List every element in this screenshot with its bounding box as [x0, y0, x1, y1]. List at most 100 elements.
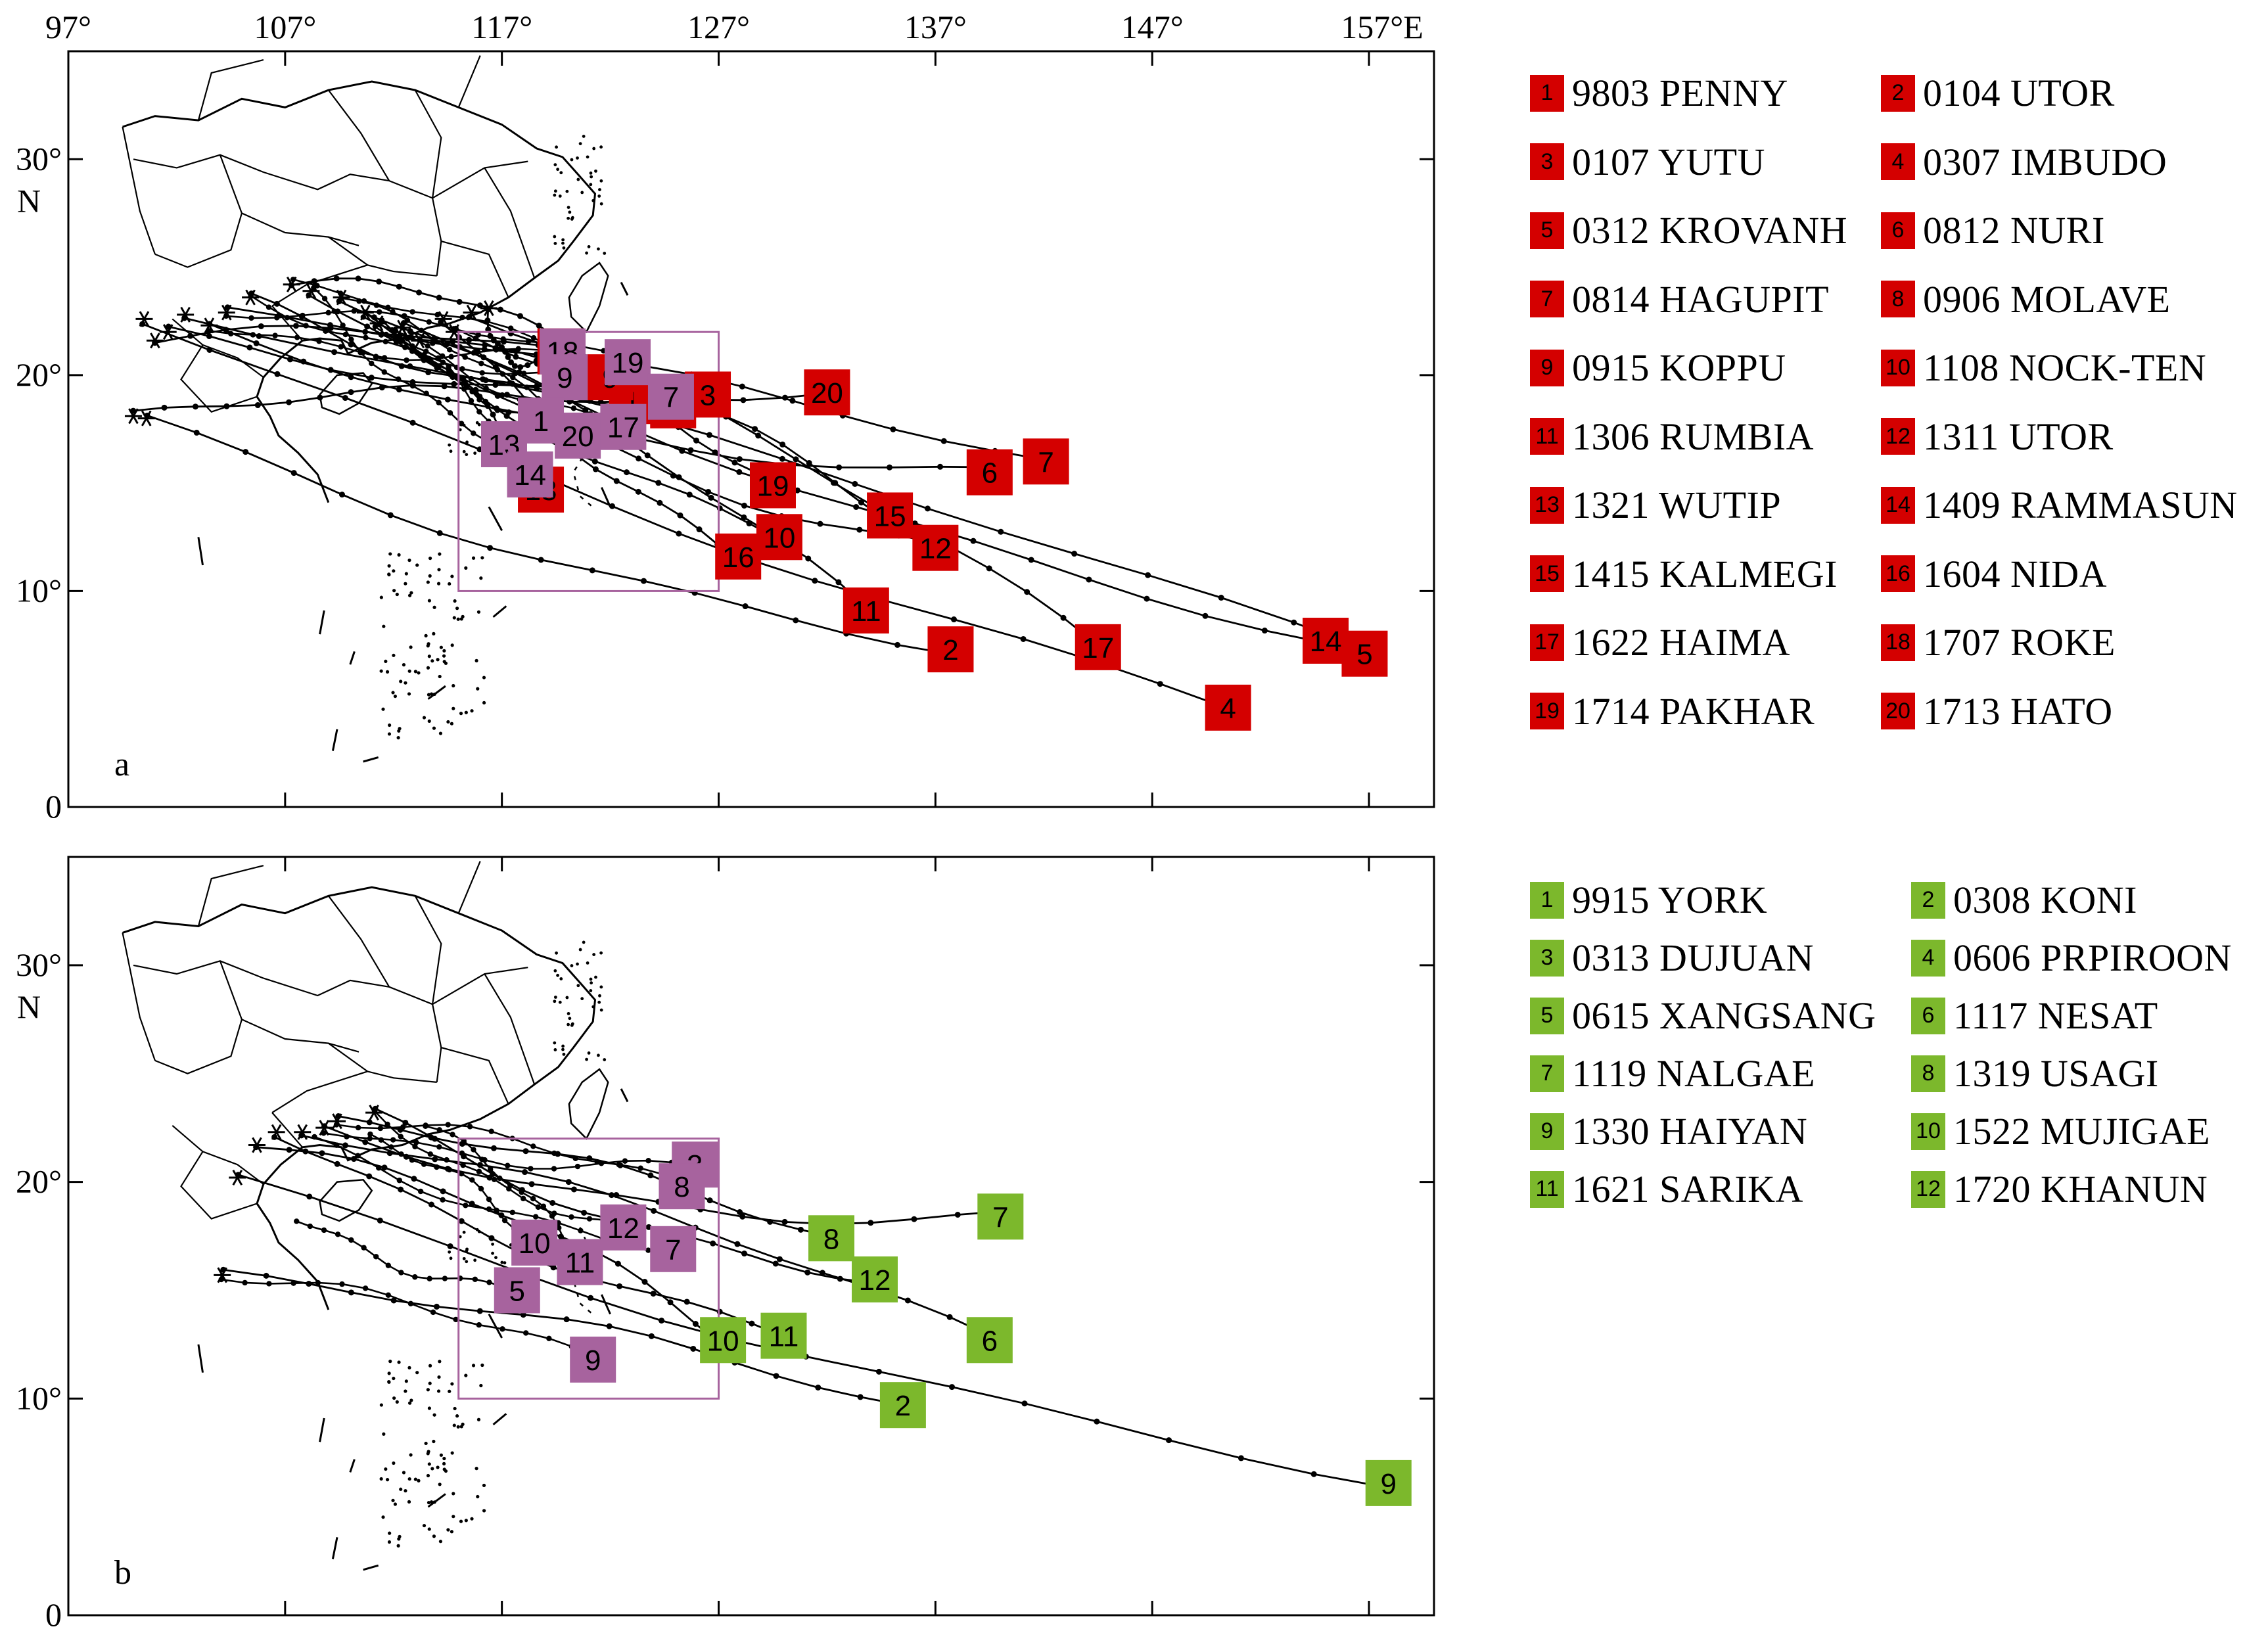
landfall-asterisk	[221, 304, 232, 321]
island-dot	[399, 679, 403, 683]
island-dot	[393, 1502, 398, 1506]
island-dot	[388, 1531, 392, 1535]
island-dot	[392, 589, 396, 593]
track-point	[1218, 595, 1224, 601]
y-tick-label: 10°	[16, 1379, 62, 1416]
track-point	[484, 319, 490, 325]
genesis-marker-label: 11	[851, 595, 881, 628]
island-dot	[597, 1000, 601, 1004]
island-dot	[553, 1048, 557, 1051]
track-point	[223, 313, 229, 319]
track-point	[696, 526, 703, 533]
study-box-marker	[659, 1163, 705, 1210]
island-dot	[426, 580, 430, 584]
track-point	[954, 1211, 961, 1218]
island-dot	[582, 135, 586, 138]
island-dot	[599, 1008, 603, 1012]
track-point	[273, 300, 280, 307]
track-point	[616, 1283, 623, 1289]
genesis-marker	[808, 1215, 855, 1262]
legend-label: 1311 UTOR	[1923, 415, 2114, 458]
track-point	[409, 382, 416, 389]
track-point	[459, 1170, 465, 1177]
genesis-marker-label: 14	[1310, 626, 1342, 658]
track-point	[1202, 612, 1209, 619]
track-point	[492, 382, 499, 388]
island-dot	[479, 1383, 483, 1388]
track-point	[556, 1225, 562, 1231]
legend-swatch: 6	[1911, 997, 1945, 1034]
study-box-marker	[570, 1336, 616, 1383]
track-point	[641, 1279, 648, 1285]
track-point	[381, 355, 388, 361]
track-point	[494, 367, 501, 373]
track-point	[433, 1303, 440, 1310]
track-point	[505, 409, 512, 415]
genesis-marker	[1341, 630, 1388, 677]
legend-label: 0606 PRPIROON	[1953, 936, 2232, 979]
landfall-asterisk	[141, 410, 152, 426]
track-point	[412, 1274, 418, 1280]
track-point	[447, 1243, 453, 1249]
legend-swatch: 18	[1881, 624, 1915, 661]
track-point	[382, 338, 388, 345]
island-dot	[591, 198, 595, 202]
track-point	[519, 1189, 524, 1195]
island-dot	[438, 552, 442, 556]
genesis-marker	[977, 1193, 1024, 1240]
track-point	[491, 1176, 498, 1183]
track-point	[739, 383, 745, 390]
landfall-asterisk	[466, 304, 477, 321]
track-point	[1166, 1437, 1172, 1444]
track-point	[300, 312, 306, 319]
boundary-dash	[331, 729, 338, 751]
track-point	[532, 1214, 539, 1220]
island-dot	[471, 556, 476, 560]
track-point	[487, 545, 494, 551]
island-dot	[479, 576, 483, 580]
legend-item: 1 9915 YORK	[1530, 878, 1767, 922]
track-point	[263, 1272, 269, 1279]
island-dot	[559, 171, 563, 175]
track-point	[450, 1132, 455, 1138]
island-dot	[580, 997, 584, 1001]
island-dot	[444, 1469, 448, 1473]
track-point	[486, 1196, 492, 1203]
island-dot	[587, 1051, 591, 1055]
track-point	[812, 578, 818, 584]
island-dot	[387, 564, 391, 568]
island-dot	[576, 177, 580, 181]
track-point	[307, 1223, 313, 1230]
track-point	[476, 1168, 482, 1174]
island-dot	[432, 1413, 436, 1417]
track-point	[488, 1128, 494, 1134]
island-dot	[432, 692, 436, 697]
track-point	[1060, 614, 1067, 621]
island-dot	[599, 985, 603, 989]
track-point	[476, 302, 483, 309]
legend-label: 0313 DUJUAN	[1572, 936, 1814, 979]
landfall-asterisk	[180, 306, 191, 323]
island-dot	[603, 252, 607, 255]
island-dot	[599, 951, 603, 955]
track-point	[367, 1136, 373, 1141]
track-point	[446, 367, 452, 373]
track-point	[286, 399, 292, 405]
island-dot	[480, 1363, 484, 1368]
legend-item: 16 1604 NIDA	[1881, 552, 2107, 596]
island-dot	[397, 1360, 401, 1364]
legend-swatch: 2	[1881, 74, 1915, 112]
island-dot	[597, 1053, 600, 1057]
track-point	[459, 1150, 465, 1157]
track-point	[716, 1308, 723, 1315]
island-dot	[594, 975, 597, 979]
legend-label: 1621 SARIKA	[1572, 1168, 1803, 1210]
track-point	[272, 333, 278, 338]
track-point	[348, 336, 354, 342]
track-point	[327, 322, 333, 329]
track-point	[317, 394, 323, 401]
study-box-marker-label: 11	[565, 1247, 595, 1279]
track-point	[459, 314, 465, 321]
track-point	[436, 530, 443, 536]
island-dot	[428, 1364, 432, 1368]
